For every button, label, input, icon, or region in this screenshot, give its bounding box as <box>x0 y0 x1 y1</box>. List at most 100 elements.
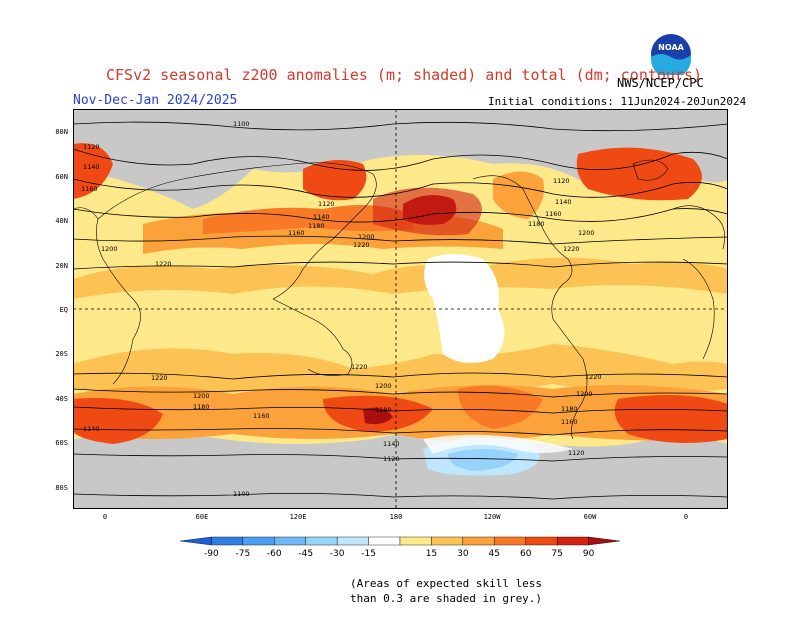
contour-label: 1160 <box>81 185 98 193</box>
colorbar-swatch <box>179 536 212 546</box>
contour-label: 1220 <box>151 374 168 382</box>
contour-label: 1180 <box>193 403 210 411</box>
skill-note-line1: (Areas of expected skill less <box>350 577 543 590</box>
contour-label: 1120 <box>83 143 100 151</box>
colorbar-swatch <box>211 536 244 546</box>
lat-label: EQ <box>59 306 68 314</box>
noaa-logo: NOAA <box>650 33 692 79</box>
colorbar-swatch <box>368 536 401 546</box>
contour-label: 1200 <box>193 392 210 400</box>
contour-labels: 1100 1120 1140 1160 1120 1140 1180 1160 … <box>81 120 602 498</box>
grey-mask-north <box>73 109 728 149</box>
south-red-east <box>614 395 728 443</box>
contour-label: 1100 <box>233 120 250 128</box>
colorbar-tick-label: 15 <box>426 549 437 559</box>
colorbar-tick-label: 45 <box>489 549 500 559</box>
contour-label: 1200 <box>375 382 392 390</box>
lat-label: 60N <box>55 173 68 181</box>
lat-label: 40S <box>55 395 68 403</box>
band-40n-red <box>203 205 413 234</box>
colorbar-swatch <box>274 536 306 546</box>
lat-label: 60S <box>55 439 68 447</box>
contour-label: 1180 <box>308 222 325 230</box>
tropical-white-area <box>424 254 505 363</box>
contour-label: 1140 <box>313 213 330 221</box>
lon-label: 60E <box>195 513 209 521</box>
colorbar-swatch <box>431 536 464 546</box>
grey-mask-north-lobes <box>73 149 728 209</box>
colorbar-swatch <box>399 536 432 546</box>
lon-label: 180 <box>389 513 403 521</box>
colorbar-swatch <box>588 536 621 546</box>
lon-label: 0 <box>102 513 108 521</box>
natl-red <box>576 147 702 201</box>
band-20s-orange <box>73 344 728 394</box>
lat-label: 80N <box>55 128 68 136</box>
band-20n-orange <box>73 257 728 299</box>
contour-label: 1180 <box>528 220 545 228</box>
contour-label: 1120 <box>553 177 570 185</box>
contour-label: 1200 <box>101 245 118 253</box>
contour-label: 1180 <box>561 405 578 413</box>
colorbar-swatch <box>242 536 275 546</box>
contour-label: 1200 <box>576 390 593 398</box>
south-dark-red <box>363 407 393 425</box>
contour-label: 1220 <box>563 245 580 253</box>
contour-label: 1140 <box>83 163 100 171</box>
south-blue-inner <box>448 449 518 471</box>
lat-label: 40N <box>55 217 68 225</box>
colorbar-tick-label: -45 <box>298 549 313 559</box>
contour-label: 1160 <box>288 229 305 237</box>
contour-label: 1200 <box>358 233 375 241</box>
colorbar-swatch <box>556 536 589 546</box>
colorbar: -90 -75 -60 -45 -30 -15 15 30 45 60 75 90 <box>179 536 621 559</box>
contour-label: 1140 <box>555 198 572 206</box>
lon-label: 120E <box>289 513 307 521</box>
map-title: CFSv2 seasonal z200 anomalies (m; shaded… <box>106 66 703 84</box>
grey-mask-south-pole <box>73 474 728 509</box>
colorbar-tick-label: 90 <box>583 549 595 559</box>
colorbar-swatch <box>462 536 495 546</box>
contour-label: 1200 <box>578 229 595 237</box>
npac-red <box>373 187 482 236</box>
lon-label: 60W <box>583 513 597 521</box>
south-white <box>423 434 573 454</box>
colorbar-tick-label: -30 <box>330 549 345 559</box>
lon-label: 120W <box>483 513 501 521</box>
colorbar-swatch <box>336 536 369 546</box>
nam-orange <box>493 171 544 219</box>
contour-label: 1160 <box>561 418 578 426</box>
coastlines <box>73 159 725 440</box>
contour-label: 1220 <box>351 363 368 371</box>
colorbar-tick-label: 30 <box>457 549 469 559</box>
lat-label: 80S <box>55 484 68 492</box>
contour-label: 1140 <box>383 440 400 448</box>
agency-label: NWS/NCEP/CPC <box>617 76 704 90</box>
contour-label: 1100 <box>233 490 250 498</box>
contour-label: 1220 <box>353 241 370 249</box>
colorbar-tick-label: 75 <box>551 549 562 559</box>
initial-conditions: Initial conditions: 11Jun2024-20Jun2024 <box>488 95 747 108</box>
south-orange-pac <box>458 385 543 429</box>
contour-label: 1220 <box>585 373 602 381</box>
contour-label: 1120 <box>318 200 335 208</box>
contour-label: 1160 <box>253 412 270 420</box>
lat-label: 20S <box>55 350 68 358</box>
colorbar-swatch <box>525 536 558 546</box>
contour-label: 1160 <box>545 210 562 218</box>
contour-label: 1180 <box>375 406 392 414</box>
skill-note-line2: than 0.3 are shaded in grey.) <box>350 592 543 605</box>
colorbar-swatch <box>305 536 338 546</box>
colorbar-tick-label: -90 <box>204 549 219 559</box>
colorbar-tick-label: -60 <box>267 549 282 559</box>
contour-label: 1120 <box>383 455 400 463</box>
anomaly-map: 1100 1120 1140 1160 1120 1140 1180 1160 … <box>73 109 728 509</box>
contour-label: 1220 <box>155 260 172 268</box>
contour-label: 1140 <box>83 425 100 433</box>
colorbar-tick-label: -15 <box>361 549 376 559</box>
colorbar-tick-label: 60 <box>520 549 532 559</box>
lon-label: 0 <box>683 513 689 521</box>
height-contours <box>73 121 728 500</box>
forecast-period: Nov-Dec-Jan 2024/2025 <box>73 93 238 108</box>
contour-label: 1120 <box>568 449 585 457</box>
